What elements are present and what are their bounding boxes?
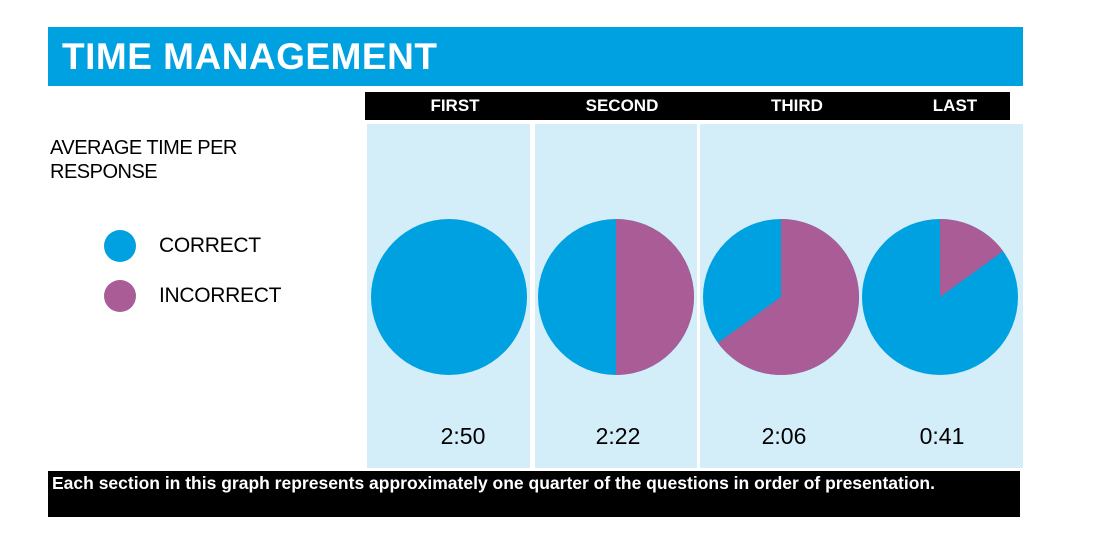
legend-label-correct: CORRECT	[159, 234, 261, 257]
legend-swatch-incorrect	[104, 280, 136, 312]
column-label-second: SECOND	[585, 96, 659, 115]
column-label-first: FIRST	[430, 96, 480, 115]
footnote-text: Each section in this graph represents ap…	[52, 473, 935, 493]
pie-last-incorrect	[940, 219, 1004, 297]
column-label-last: LAST	[932, 96, 978, 115]
chart-title: TIME MANAGEMENT	[62, 36, 438, 77]
column-header-bar: FIRST SECOND THIRD LAST	[365, 92, 1010, 120]
legend-swatch-correct	[104, 230, 136, 262]
time-label-last: 0:41	[919, 423, 965, 449]
pie-second-incorrect	[616, 219, 694, 375]
time-label-second: 2:22	[595, 423, 641, 449]
pie-first-correct	[371, 219, 527, 375]
legend-label-incorrect: INCORRECT	[159, 284, 282, 307]
footnote-bar: Each section in this graph represents ap…	[48, 471, 1020, 517]
title-bar: TIME MANAGEMENT	[48, 27, 1023, 86]
pie-third-incorrect	[717, 219, 860, 375]
column-label-third: THIRD	[771, 96, 823, 115]
time-label-first: 2:50	[440, 423, 486, 449]
time-label-third: 2:06	[761, 423, 807, 449]
chart-subtitle: AVERAGE TIME PER RESPONSE	[50, 137, 237, 183]
